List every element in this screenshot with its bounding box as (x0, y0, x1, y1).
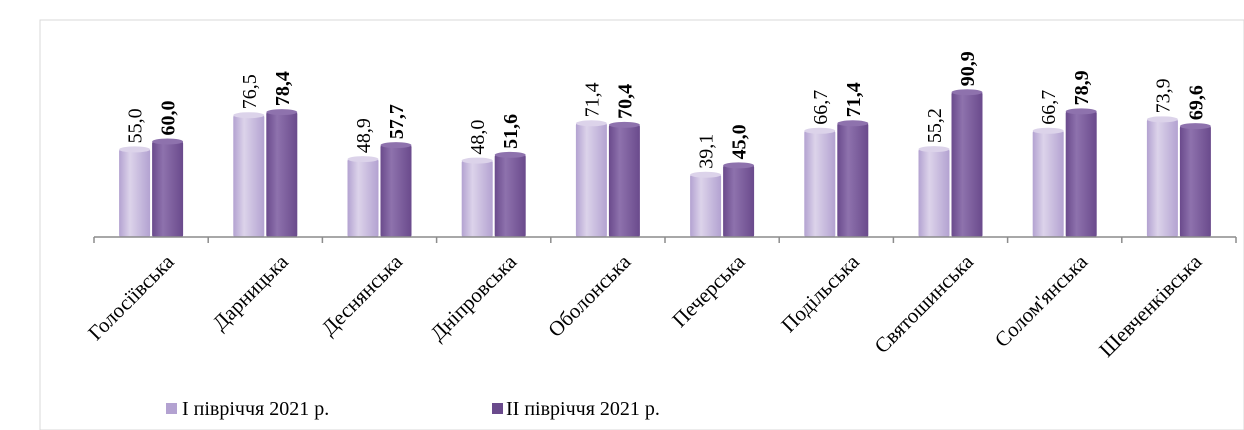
data-label-series-a: 48,9 (353, 118, 375, 153)
legend: І півріччя 2021 р. ІІ півріччя 2021 р. (166, 398, 660, 420)
category-label: Солом'янська (990, 249, 1093, 352)
data-label-series-b: 57,7 (386, 104, 408, 139)
legend-swatch-series-b (492, 403, 503, 414)
category-labels-group: Голосіївська Дарницька Деснянська Дніпровсь… (83, 249, 1207, 362)
bar-series-a-top (804, 127, 836, 134)
data-label-series-a: 55,0 (125, 108, 147, 143)
category-label: Дарницька (208, 249, 294, 335)
bar-series-b-top (152, 138, 184, 145)
bar-series-a (233, 115, 265, 237)
data-label-series-a: 73,9 (1152, 78, 1174, 113)
bar-series-b (152, 141, 184, 237)
bar-series-a (918, 149, 950, 237)
bars-group (119, 89, 1211, 237)
bar-series-b-top (380, 142, 412, 149)
data-label-series-b: 78,9 (1071, 70, 1093, 105)
bar-series-a (347, 159, 379, 237)
bar-series-a (1146, 119, 1178, 237)
category-label: Шевченківська (1094, 249, 1207, 362)
data-label-series-a: 66,7 (810, 90, 832, 125)
bar-series-b (1065, 111, 1097, 237)
data-label-series-b: 70,4 (614, 84, 636, 119)
data-label-series-b: 90,9 (957, 51, 979, 86)
bar-series-b-top (1065, 108, 1097, 115)
bar-series-a (1032, 130, 1064, 237)
data-label-series-a: 71,4 (581, 82, 603, 117)
bar-series-b (494, 154, 526, 237)
category-label: Оболонська (543, 249, 636, 342)
bar-series-a-top (119, 146, 151, 153)
bar-series-b-top (608, 121, 640, 128)
bar-series-b-top (266, 109, 298, 116)
bar-series-a-top (918, 146, 950, 153)
data-label-series-b: 71,4 (843, 82, 865, 117)
bar-series-b-top (494, 151, 526, 158)
data-label-series-b: 51,6 (500, 114, 522, 149)
data-label-series-b: 78,4 (272, 71, 294, 106)
bar-series-b (380, 145, 412, 237)
bar-series-a-top (347, 156, 379, 163)
bar-series-b-top (837, 120, 869, 127)
category-label: Голосіївська (83, 249, 179, 345)
data-label-series-a: 48,0 (467, 120, 489, 155)
bar-series-a (575, 123, 607, 237)
bar-series-b-top (723, 162, 755, 169)
category-label: Подільська (776, 249, 864, 337)
bar-series-b-top (1179, 123, 1211, 130)
data-label-series-a: 76,5 (239, 74, 261, 109)
bar-series-b (723, 165, 755, 237)
bar-series-b (608, 124, 640, 237)
legend-swatch-series-a (166, 403, 177, 414)
bar-series-a-top (1146, 116, 1178, 123)
bar-series-a-top (233, 112, 265, 119)
bar-series-a (461, 160, 493, 237)
bar-series-a-top (461, 157, 493, 164)
data-label-series-b: 69,6 (1185, 85, 1207, 120)
bar-series-a (119, 149, 151, 237)
bar-series-a (804, 130, 836, 237)
bar-series-b (266, 112, 298, 237)
category-label: Деснянська (317, 249, 408, 340)
bar-series-b (951, 92, 983, 237)
legend-label-series-b: ІІ півріччя 2021 р. (506, 398, 660, 420)
x-ticks-group (93, 237, 1237, 243)
value-labels-group: 55,0 60,0 76,5 78,4 48,9 57,7 48,0 51,6 71,4 70,4… (125, 51, 1208, 168)
category-label: Печерська (667, 249, 750, 332)
bar-series-b (837, 123, 869, 237)
legend-label-series-a: І півріччя 2021 р. (182, 398, 329, 420)
category-label: Дніпровська (425, 249, 521, 345)
bar-series-a-top (1032, 127, 1064, 134)
category-label: Святошинська (870, 249, 979, 358)
bar-series-a-top (575, 120, 607, 127)
data-label-series-a: 39,1 (696, 134, 718, 169)
bar-series-b (1179, 126, 1211, 237)
data-label-series-b: 45,0 (729, 124, 751, 159)
data-label-series-a: 66,7 (1038, 90, 1060, 125)
data-label-series-a: 55,2 (924, 108, 946, 143)
chart-frame (39, 19, 1244, 430)
bar-series-a-top (690, 171, 722, 178)
data-label-series-b: 60,0 (158, 100, 180, 135)
bar-series-b-top (951, 89, 983, 96)
bar-series-a (690, 174, 722, 237)
